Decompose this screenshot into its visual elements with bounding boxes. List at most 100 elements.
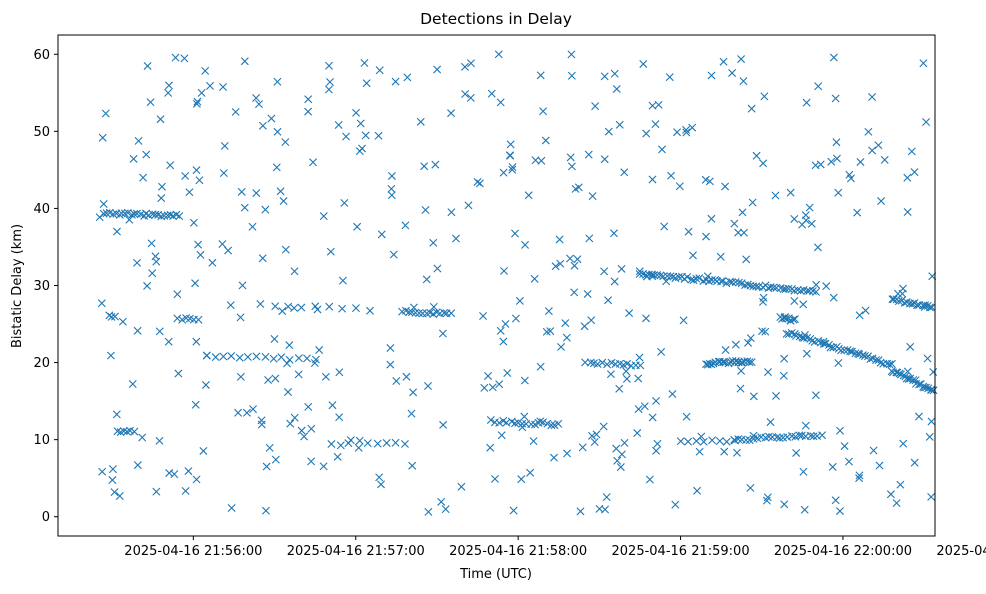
detection-point — [352, 108, 361, 117]
detection-point — [705, 177, 714, 186]
detection-point — [652, 396, 661, 405]
detection-point — [496, 98, 505, 107]
x-tick-label: 2025-04-16 21:56:00 — [124, 544, 262, 559]
detection-point — [738, 208, 747, 217]
detection-point — [855, 471, 864, 480]
x-axis-ticks: 2025-04-16 21:56:00 2025-04-16 21:57:00 20… — [124, 536, 986, 559]
detection-point — [775, 434, 784, 443]
detection-point — [929, 368, 938, 377]
detection-point — [120, 209, 129, 218]
detection-point — [783, 432, 792, 441]
detection-point — [355, 436, 364, 445]
detection-point — [125, 215, 134, 224]
y-axis-ticks: 0 10 20 30 40 50 60 — [33, 48, 58, 525]
detection-point — [620, 168, 629, 177]
detection-point — [746, 334, 755, 343]
detection-point — [97, 299, 106, 308]
detection-point — [324, 85, 333, 94]
detection-point — [156, 115, 165, 124]
detection-point — [206, 81, 215, 90]
detection-point — [197, 88, 206, 97]
detection-point — [578, 443, 587, 452]
detection-point — [240, 203, 249, 212]
detection-point — [868, 146, 877, 155]
detection-point — [843, 346, 852, 355]
detection-point — [790, 297, 799, 305]
detection-point — [338, 304, 347, 313]
detection-point — [175, 212, 184, 221]
detection-point — [876, 358, 885, 367]
detection-point — [226, 301, 235, 310]
detection-point — [227, 351, 236, 360]
detection-point — [402, 372, 411, 381]
detection-point — [336, 441, 345, 450]
detection-point — [409, 388, 418, 397]
detection-point — [853, 208, 862, 217]
detection-point — [667, 171, 676, 180]
detection-point — [688, 123, 697, 132]
detection-point — [903, 367, 912, 376]
detection-point — [310, 359, 319, 368]
detection-point — [151, 210, 160, 219]
detection-point — [403, 73, 412, 82]
detection-point — [719, 358, 728, 367]
detection-point — [708, 436, 717, 445]
detection-point — [864, 127, 873, 136]
detection-point — [902, 374, 911, 383]
detection-point — [157, 194, 166, 203]
detection-point — [447, 109, 456, 118]
detection-point — [789, 315, 798, 324]
detection-point — [98, 467, 107, 476]
detection-point — [166, 210, 175, 219]
detection-point — [601, 505, 610, 514]
detection-point — [831, 496, 840, 505]
detection-point — [668, 390, 677, 399]
detection-point — [506, 140, 515, 149]
detection-point — [115, 492, 124, 500]
detection-point — [587, 316, 596, 325]
detection-point — [374, 131, 383, 140]
detection-point — [625, 309, 634, 318]
detection-point — [262, 462, 271, 471]
detection-point — [615, 120, 624, 129]
detection-point — [99, 199, 108, 208]
detection-point — [716, 252, 725, 261]
detection-point — [536, 417, 545, 426]
detection-point — [585, 234, 594, 243]
detection-point — [609, 229, 618, 238]
detection-point — [695, 447, 704, 456]
detection-point — [635, 267, 644, 276]
detection-point — [152, 487, 161, 496]
detection-point — [613, 456, 622, 465]
detection-point — [877, 197, 886, 206]
detection-point — [752, 151, 761, 160]
detection-point — [201, 66, 210, 75]
x-tick-label: 2025-04-16 21:59:00 — [612, 544, 750, 559]
detection-point — [772, 391, 780, 400]
detection-point — [903, 173, 912, 182]
detection-point — [739, 77, 748, 86]
detection-point — [173, 290, 182, 299]
detection-point — [803, 286, 812, 295]
detection-point — [119, 427, 128, 436]
detection-point — [488, 383, 497, 392]
detection-point — [889, 295, 898, 304]
detection-point — [173, 314, 182, 323]
detection-point — [181, 486, 190, 495]
detection-point — [811, 391, 820, 400]
detection-point — [319, 212, 328, 221]
detection-point — [927, 303, 936, 312]
detection-point — [879, 359, 888, 368]
detection-point — [392, 377, 401, 385]
detection-point — [178, 315, 187, 324]
detection-point — [764, 368, 772, 377]
detection-point — [702, 360, 711, 369]
detection-point — [111, 312, 120, 321]
detection-point — [676, 437, 685, 446]
detection-point — [549, 453, 558, 462]
detection-point — [635, 270, 644, 279]
detection-point — [422, 309, 431, 318]
detection-point — [660, 222, 669, 231]
detection-point — [389, 250, 398, 259]
